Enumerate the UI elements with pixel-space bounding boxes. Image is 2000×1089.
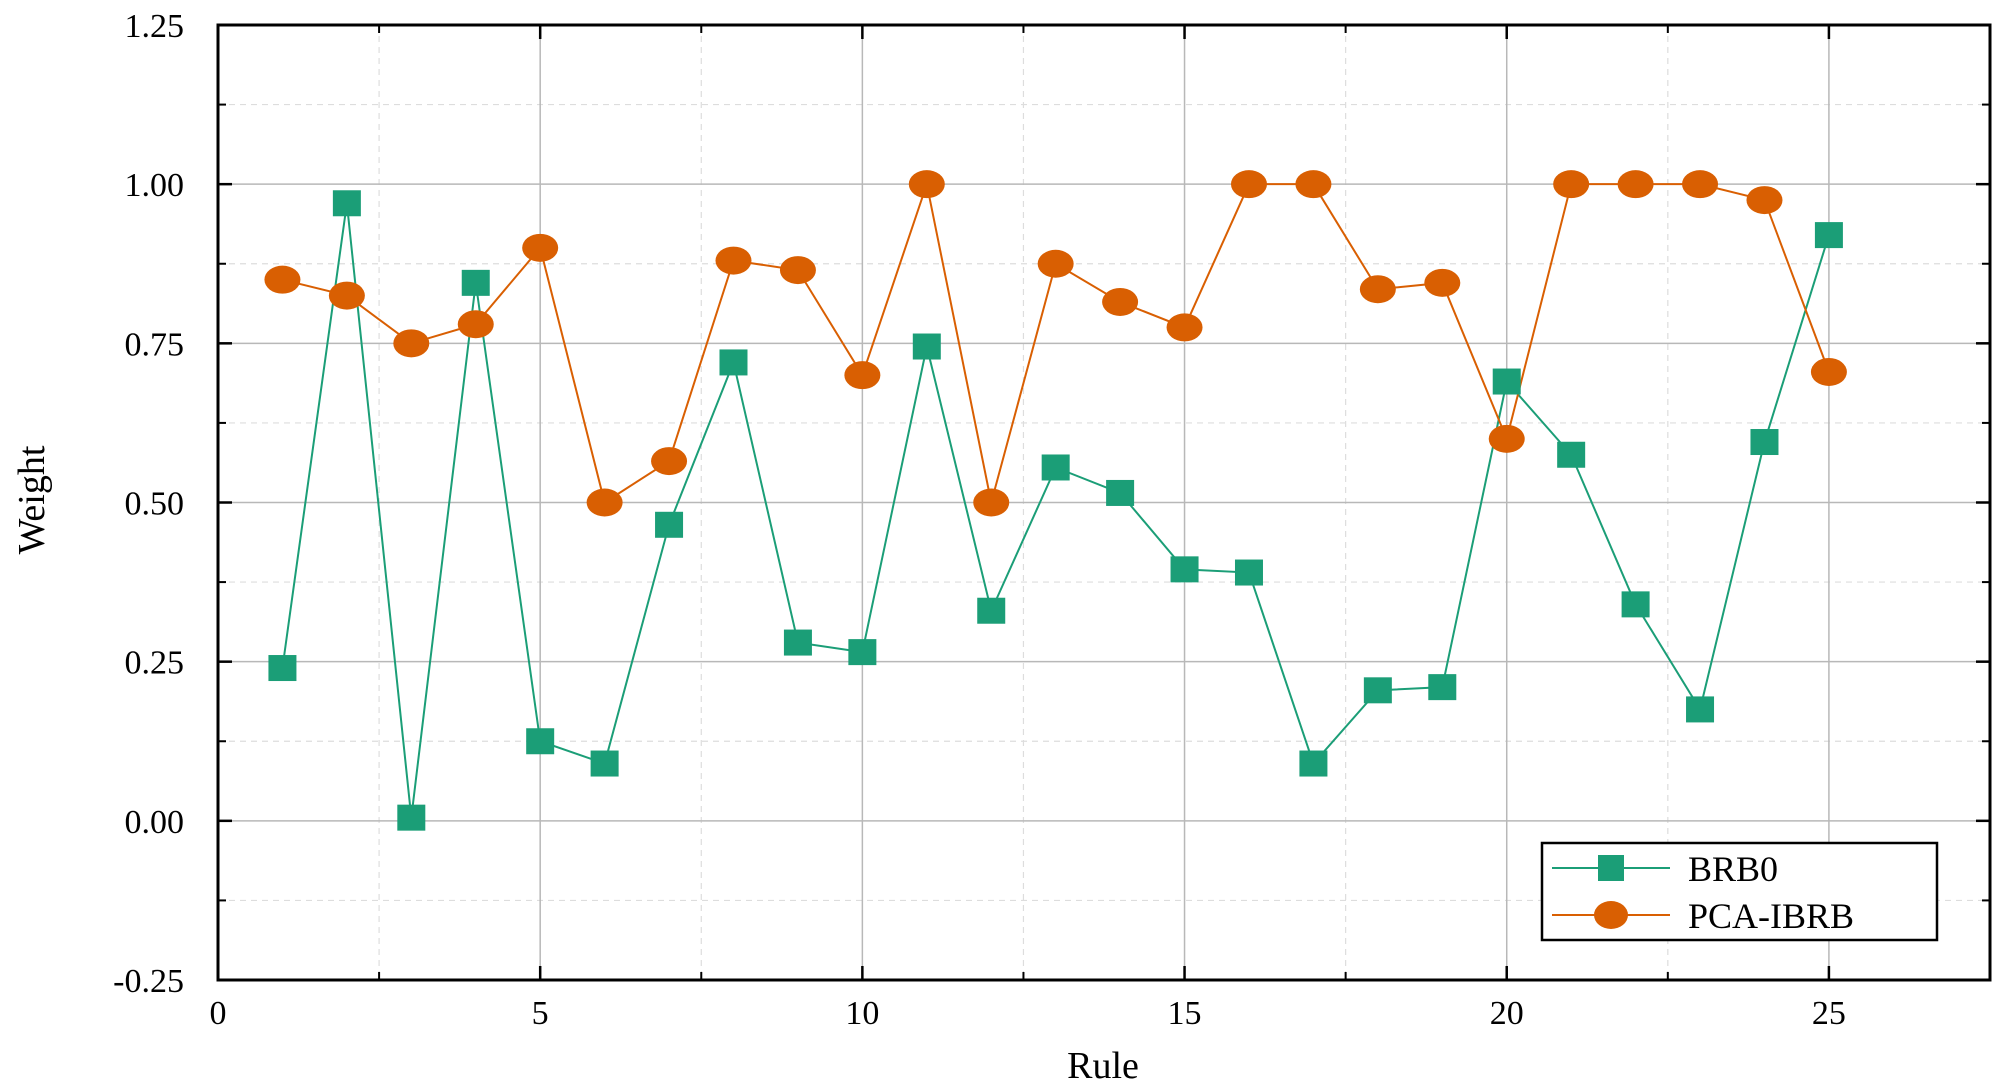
data-point-pca-ibrb bbox=[1230, 170, 1267, 199]
y-tick-label: 1.25 bbox=[125, 8, 185, 45]
legend-marker-pca-ibrb bbox=[1594, 901, 1628, 929]
data-point-pca-ibrb bbox=[715, 246, 752, 275]
data-point-brb0 bbox=[332, 190, 361, 217]
data-point-pca-ibrb bbox=[1682, 170, 1719, 199]
y-axis-title: Weight bbox=[11, 445, 53, 554]
series-line-brb0 bbox=[281, 203, 1830, 818]
data-point-brb0 bbox=[1299, 750, 1328, 777]
data-point-pca-ibrb bbox=[1488, 424, 1525, 453]
data-point-pca-ibrb bbox=[1810, 357, 1847, 386]
data-point-pca-ibrb bbox=[1617, 170, 1654, 199]
data-point-brb0 bbox=[397, 804, 426, 831]
data-point-brb0 bbox=[461, 269, 490, 296]
data-point-pca-ibrb bbox=[1102, 287, 1139, 316]
data-point-brb0 bbox=[1363, 677, 1392, 704]
y-tick-label: 1.00 bbox=[125, 167, 185, 204]
plot-frame bbox=[216, 23, 1992, 982]
data-point-brb0 bbox=[590, 750, 619, 777]
data-point-brb0 bbox=[977, 597, 1006, 624]
data-point-brb0 bbox=[912, 333, 941, 360]
data-point-brb0 bbox=[1170, 556, 1199, 583]
data-point-brb0 bbox=[848, 639, 877, 666]
data-point-pca-ibrb bbox=[779, 256, 816, 285]
x-tick-label: 10 bbox=[845, 995, 879, 1032]
data-point-pca-ibrb bbox=[844, 361, 881, 390]
data-point-pca-ibrb bbox=[1746, 186, 1783, 215]
x-axis-title: Rule bbox=[1067, 1045, 1139, 1087]
y-tick-label: -0.25 bbox=[113, 963, 184, 1000]
data-point-pca-ibrb bbox=[1359, 275, 1396, 304]
data-point-pca-ibrb bbox=[264, 265, 301, 294]
data-point-brb0 bbox=[1621, 591, 1650, 618]
data-point-brb0 bbox=[526, 728, 555, 755]
legend-label-brb0: BRB0 bbox=[1688, 849, 1778, 889]
data-point-brb0 bbox=[719, 349, 748, 376]
data-point-pca-ibrb bbox=[522, 233, 559, 262]
data-point-brb0 bbox=[783, 629, 812, 656]
data-point-brb0 bbox=[1492, 368, 1521, 395]
data-point-brb0 bbox=[268, 655, 297, 682]
y-tick-label: 0.00 bbox=[125, 804, 185, 841]
major-grid bbox=[218, 25, 1990, 980]
data-point-brb0 bbox=[1106, 479, 1135, 506]
data-point-pca-ibrb bbox=[1553, 170, 1590, 199]
y-tick-label: 0.50 bbox=[125, 486, 185, 523]
y-tick-label: 0.75 bbox=[125, 326, 185, 363]
data-point-brb0 bbox=[1234, 559, 1263, 586]
legend: BRB0 PCA-IBRB bbox=[1540, 841, 1939, 942]
series-brb0 bbox=[281, 203, 1830, 818]
data-point-pca-ibrb bbox=[651, 447, 688, 476]
data-point-pca-ibrb bbox=[1295, 170, 1332, 199]
data-point-pca-ibrb bbox=[586, 488, 623, 517]
legend-marker-brb0 bbox=[1598, 855, 1624, 881]
data-point-brb0 bbox=[1041, 454, 1070, 481]
data-point-brb0 bbox=[1686, 696, 1715, 723]
data-point-pca-ibrb bbox=[908, 170, 945, 199]
data-point-pca-ibrb bbox=[328, 281, 365, 310]
x-tick-label: 25 bbox=[1812, 995, 1846, 1032]
x-tick-label: 5 bbox=[532, 995, 549, 1032]
data-point-brb0 bbox=[1428, 674, 1457, 701]
x-tick-label: 0 bbox=[210, 995, 227, 1032]
data-point-pca-ibrb bbox=[973, 488, 1010, 517]
tick-labels: 0 5 10 15 20 25 -0.25 0.00 0.25 0.50 0.75 1.00 1.25 bbox=[113, 8, 1846, 1032]
x-tick-label: 15 bbox=[1168, 995, 1202, 1032]
data-point-pca-ibrb bbox=[1424, 268, 1461, 297]
data-point-pca-ibrb bbox=[457, 310, 494, 339]
x-tick-label: 20 bbox=[1490, 995, 1524, 1032]
data-point-pca-ibrb bbox=[1037, 249, 1074, 278]
data-point-brb0 bbox=[1750, 429, 1779, 456]
series-points-brb0 bbox=[268, 190, 1843, 831]
legend-label-pca-ibrb: PCA-IBRB bbox=[1688, 896, 1854, 936]
y-tick-label: 0.25 bbox=[125, 645, 185, 682]
series-points-pca-ibrb bbox=[264, 170, 1847, 517]
data-point-pca-ibrb bbox=[1166, 313, 1203, 342]
data-point-brb0 bbox=[1814, 222, 1843, 249]
data-point-brb0 bbox=[1557, 441, 1586, 468]
data-point-brb0 bbox=[655, 511, 684, 538]
series-layer bbox=[264, 170, 1847, 831]
data-point-pca-ibrb bbox=[393, 329, 430, 358]
